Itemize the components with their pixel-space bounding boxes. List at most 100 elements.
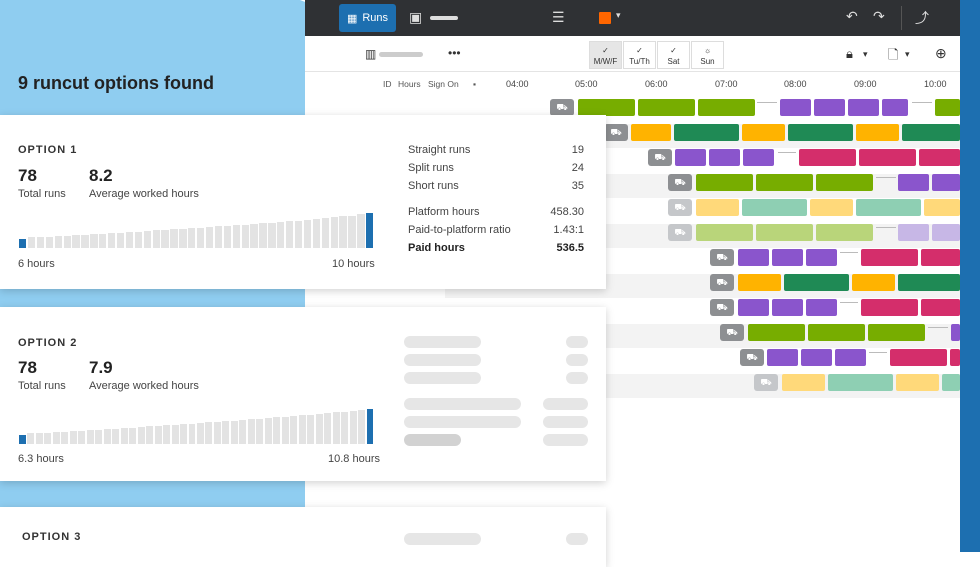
run-segment[interactable] <box>772 249 803 266</box>
run-segment[interactable] <box>738 249 769 266</box>
run-row[interactable]: ⛟ <box>445 299 960 323</box>
run-segment[interactable] <box>921 249 960 266</box>
run-segment[interactable] <box>806 249 837 266</box>
run-segment[interactable] <box>861 299 918 316</box>
runs-tab-button[interactable]: ▦ Runs <box>339 4 396 32</box>
histogram-bar <box>99 234 107 248</box>
histogram-bar <box>52 432 60 444</box>
run-segment[interactable] <box>932 224 960 241</box>
chevron-down-icon[interactable]: ▾ <box>863 49 868 59</box>
run-segment[interactable] <box>814 99 845 116</box>
document-icon[interactable]: 🗋︎ <box>888 47 899 62</box>
sort-icon[interactable]: ▪ <box>473 79 477 89</box>
run-row[interactable]: ⛟ <box>445 249 960 273</box>
run-segment[interactable] <box>935 99 960 116</box>
run-segment[interactable] <box>756 224 813 241</box>
day-filter-mwf[interactable]: ✓ M/W/F <box>589 41 622 69</box>
run-segment[interactable] <box>738 274 781 291</box>
run-segment[interactable] <box>848 99 879 116</box>
run-row[interactable]: ⛟ <box>445 199 960 223</box>
day-filter-sat[interactable]: ✓ Sat <box>657 41 690 69</box>
run-segment[interactable] <box>902 124 960 141</box>
run-segment[interactable] <box>951 324 960 341</box>
run-segment[interactable] <box>698 99 755 116</box>
chevron-down-icon[interactable]: ▾ <box>616 10 621 20</box>
run-segment[interactable] <box>856 124 899 141</box>
run-segment[interactable] <box>919 149 960 166</box>
run-row[interactable]: ⛟ <box>445 349 960 373</box>
run-segment[interactable] <box>882 99 908 116</box>
run-segment[interactable] <box>896 374 939 391</box>
histogram-bar <box>294 221 303 248</box>
run-segment[interactable] <box>742 199 807 216</box>
clipboard-icon[interactable]: ▣ <box>409 9 423 25</box>
histogram-min-label: 6 hours <box>18 258 55 270</box>
option-card-2[interactable]: OPTION 2 78 Total runs 7.9 Average worke… <box>0 307 606 481</box>
run-segment[interactable] <box>950 349 960 366</box>
run-segment[interactable] <box>799 149 856 166</box>
chevron-down-icon[interactable]: ▾ <box>905 49 910 59</box>
run-segment[interactable] <box>810 199 853 216</box>
run-segment[interactable] <box>782 374 825 391</box>
run-segment[interactable] <box>890 349 947 366</box>
run-segment[interactable] <box>898 224 929 241</box>
run-segment[interactable] <box>772 299 803 316</box>
day-filter-sun[interactable]: ☼ Sun <box>691 41 724 69</box>
run-segment[interactable] <box>835 349 866 366</box>
run-row[interactable]: ⛟ <box>445 99 960 123</box>
run-segment[interactable] <box>856 199 921 216</box>
run-segment[interactable] <box>859 149 916 166</box>
run-segment[interactable] <box>756 174 813 191</box>
run-segment[interactable] <box>788 124 853 141</box>
run-segment[interactable] <box>921 299 960 316</box>
align-icon[interactable]: ☰ <box>552 9 565 25</box>
run-segment[interactable] <box>748 324 805 341</box>
run-segment[interactable] <box>578 99 635 116</box>
columns-icon[interactable]: ▥ <box>365 47 377 61</box>
run-segment[interactable] <box>696 199 739 216</box>
export-icon[interactable]: ⤴ <box>915 10 929 26</box>
run-segment[interactable] <box>816 174 873 191</box>
histogram-bar <box>137 427 145 444</box>
run-segment[interactable] <box>780 99 811 116</box>
run-segment[interactable] <box>808 324 865 341</box>
run-segment[interactable] <box>868 324 925 341</box>
more-icon[interactable]: ••• <box>448 46 461 60</box>
run-segment[interactable] <box>696 174 753 191</box>
run-segment[interactable] <box>806 299 837 316</box>
run-segment[interactable] <box>675 149 706 166</box>
color-swatch-button[interactable] <box>599 12 611 24</box>
zoom-in-icon[interactable]: ⊕ <box>935 45 947 61</box>
run-segment[interactable] <box>767 349 798 366</box>
histogram-bar <box>315 414 323 444</box>
run-segment[interactable] <box>674 124 739 141</box>
run-segment[interactable] <box>898 274 960 291</box>
run-row[interactable]: ⛟ <box>445 149 960 173</box>
histogram-bar <box>330 217 338 248</box>
redo-icon[interactable]: ↷ <box>873 8 885 24</box>
run-segment[interactable] <box>852 274 895 291</box>
run-segment[interactable] <box>784 274 849 291</box>
run-segment[interactable] <box>898 174 929 191</box>
histogram-bar <box>152 230 160 248</box>
run-segment[interactable] <box>696 224 753 241</box>
lock-icon[interactable]: 🔒︎ <box>846 46 853 61</box>
day-filter-tuth[interactable]: ✓ Tu/Th <box>623 41 656 69</box>
run-segment[interactable] <box>828 374 893 391</box>
run-segment[interactable] <box>709 149 740 166</box>
run-segment[interactable] <box>631 124 671 141</box>
run-segment[interactable] <box>742 124 785 141</box>
run-segment[interactable] <box>738 299 769 316</box>
run-segment[interactable] <box>932 174 960 191</box>
undo-icon[interactable]: ↶ <box>846 8 858 24</box>
run-segment[interactable] <box>942 374 960 391</box>
option-card-1[interactable]: OPTION 1 78 Total runs 8.2 Average worke… <box>0 115 606 289</box>
histogram-bar <box>298 415 306 444</box>
run-segment[interactable] <box>816 224 873 241</box>
run-segment[interactable] <box>924 199 960 216</box>
option-card-3[interactable]: OPTION 3 <box>0 507 606 567</box>
run-segment[interactable] <box>743 149 774 166</box>
run-segment[interactable] <box>638 99 695 116</box>
run-segment[interactable] <box>801 349 832 366</box>
run-segment[interactable] <box>861 249 918 266</box>
